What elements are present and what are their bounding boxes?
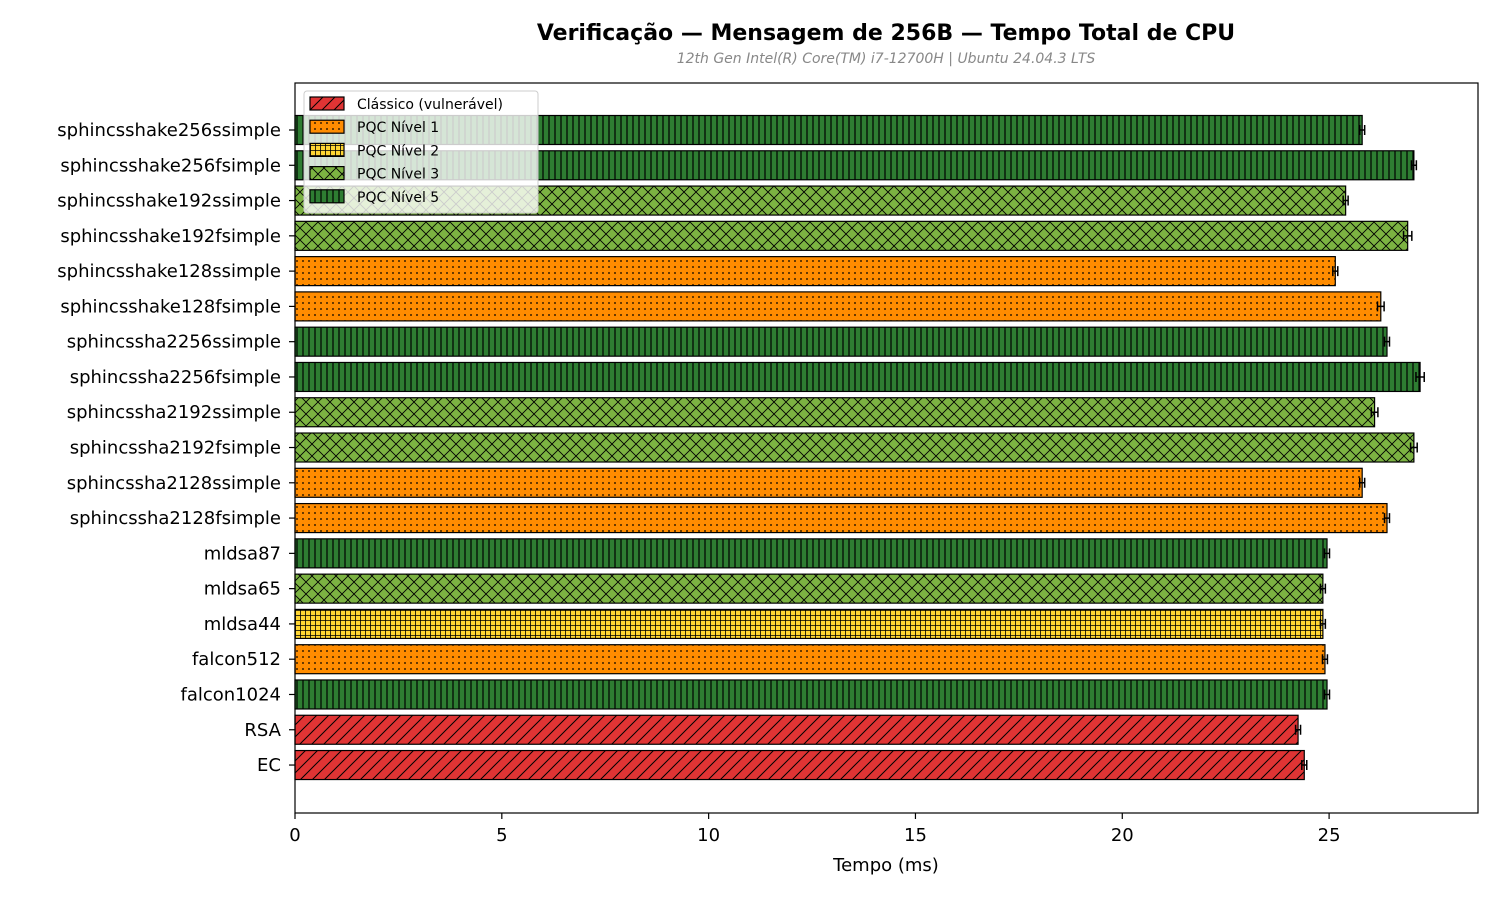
legend-swatch bbox=[309, 166, 345, 181]
y-tick-label-sphincssha2256fsimple: sphincssha2256fsimple bbox=[70, 367, 281, 388]
bar-mldsa87 bbox=[294, 538, 1328, 569]
error-bar-sphincsshake192fsimple bbox=[1402, 230, 1413, 241]
y-tick-label-sphincsshake192fsimple: sphincsshake192fsimple bbox=[60, 226, 281, 247]
error-bar-sphincsshake256ssimple bbox=[1358, 125, 1366, 135]
legend-label: PQC Nível 5 bbox=[357, 190, 439, 206]
error-bar-sphincssha2256ssimple bbox=[1383, 336, 1391, 347]
bar-mldsa65 bbox=[294, 573, 1324, 604]
y-tick-label-mldsa87: mldsa87 bbox=[204, 543, 281, 564]
x-tick-label-0: 0 bbox=[289, 825, 300, 846]
chart-subtitle: 12th Gen Intel(R) Core(TM) i7-12700H | U… bbox=[677, 51, 1096, 67]
bar-sphincssha2256fsimple bbox=[294, 361, 1421, 393]
legend-swatch bbox=[309, 189, 345, 204]
y-tick-label-sphincssha2256ssimple: sphincssha2256ssimple bbox=[67, 332, 281, 353]
bar-sphincssha2192fsimple bbox=[294, 432, 1415, 463]
error-bar-sphincssha2192fsimple bbox=[1409, 442, 1418, 453]
x-tick-label-15: 15 bbox=[904, 825, 927, 846]
bar-EC bbox=[294, 749, 1305, 781]
chart-title: Verificação — Mensagem de 256B — Tempo T… bbox=[537, 21, 1235, 46]
error-bar-sphincssha2256fsimple bbox=[1415, 371, 1425, 382]
error-bar-sphincssha2128ssimple bbox=[1358, 477, 1366, 488]
error-bar-RSA bbox=[1294, 724, 1302, 735]
legend-label: PQC Nível 2 bbox=[357, 143, 439, 159]
legend: Clássico (vulnerável) PQC Nível 1 PQC Níve… bbox=[303, 90, 539, 214]
y-tick-label-sphincsshake256ssimple: sphincsshake256ssimple bbox=[57, 120, 281, 141]
x-tick-label-5: 5 bbox=[496, 825, 507, 846]
bar-sphincsshake192fsimple bbox=[294, 220, 1409, 251]
y-tick-label-falcon1024: falcon1024 bbox=[181, 684, 282, 705]
error-bar-sphincsshake128ssimple bbox=[1332, 266, 1339, 277]
ticks-layer: sphincsshake256ssimple sphincsshake256fsi… bbox=[57, 120, 1340, 846]
error-bar-sphincsshake256fsimple bbox=[1410, 160, 1418, 171]
y-tick-label-sphincsshake192ssimple: sphincsshake192ssimple bbox=[57, 191, 281, 212]
legend-label: PQC Nível 1 bbox=[357, 120, 439, 136]
x-tick-label-20: 20 bbox=[1111, 825, 1134, 846]
bar-sphincssha2256ssimple bbox=[294, 326, 1388, 357]
y-tick-label-sphincsshake128ssimple: sphincsshake128ssimple bbox=[57, 261, 281, 282]
error-bar-mldsa65 bbox=[1319, 583, 1327, 594]
x-axis-label: Tempo (ms) bbox=[832, 855, 939, 876]
legend-swatch bbox=[309, 96, 345, 111]
y-tick-label-falcon512: falcon512 bbox=[192, 649, 281, 670]
y-tick-label-mldsa44: mldsa44 bbox=[204, 614, 281, 635]
bar-falcon1024 bbox=[294, 679, 1328, 710]
error-bar-sphincsshake192ssimple bbox=[1342, 195, 1349, 206]
y-tick-label-EC: EC bbox=[257, 755, 281, 776]
bar-sphincsshake128ssimple bbox=[294, 256, 1336, 287]
bar-sphincssha2128ssimple bbox=[294, 467, 1363, 498]
bar-mldsa44 bbox=[294, 608, 1324, 640]
y-tick-label-sphincssha2192ssimple: sphincssha2192ssimple bbox=[67, 402, 281, 423]
bar-sphincsshake128fsimple bbox=[294, 291, 1382, 322]
legend-label: Clássico (vulnerável) bbox=[357, 97, 503, 113]
error-bar-falcon1024 bbox=[1323, 689, 1331, 700]
legend-swatch bbox=[309, 142, 345, 157]
y-tick-label-mldsa65: mldsa65 bbox=[204, 579, 281, 600]
x-tick-label-25: 25 bbox=[1318, 825, 1341, 846]
y-tick-label-sphincsshake128fsimple: sphincsshake128fsimple bbox=[60, 296, 281, 317]
y-tick-label-sphincsshake256fsimple: sphincsshake256fsimple bbox=[60, 155, 281, 176]
x-tick-label-10: 10 bbox=[697, 825, 720, 846]
bar-sphincssha2128fsimple bbox=[294, 502, 1388, 534]
y-tick-label-RSA: RSA bbox=[244, 720, 281, 741]
legend-box bbox=[303, 90, 539, 214]
error-bar-sphincssha2192ssimple bbox=[1370, 407, 1379, 418]
error-bar-sphincssha2128fsimple bbox=[1383, 513, 1391, 524]
error-bar-mldsa87 bbox=[1323, 548, 1331, 559]
legend-label: PQC Nível 3 bbox=[357, 167, 439, 183]
bars-layer bbox=[294, 114, 1425, 781]
error-bar-falcon512 bbox=[1321, 654, 1329, 665]
plot-frame bbox=[294, 82, 1479, 814]
bar-sphincssha2192ssimple bbox=[294, 397, 1376, 428]
bar-RSA bbox=[294, 714, 1299, 745]
error-bar-EC bbox=[1301, 760, 1308, 771]
error-bar-sphincsshake128fsimple bbox=[1376, 301, 1385, 312]
legend-swatch bbox=[309, 119, 345, 134]
y-tick-label-sphincssha2192fsimple: sphincssha2192fsimple bbox=[70, 438, 281, 459]
y-tick-label-sphincssha2128ssimple: sphincssha2128ssimple bbox=[67, 473, 281, 494]
bar-falcon512 bbox=[294, 644, 1326, 675]
error-bar-mldsa44 bbox=[1319, 618, 1327, 629]
y-tick-label-sphincssha2128fsimple: sphincssha2128fsimple bbox=[70, 508, 281, 529]
